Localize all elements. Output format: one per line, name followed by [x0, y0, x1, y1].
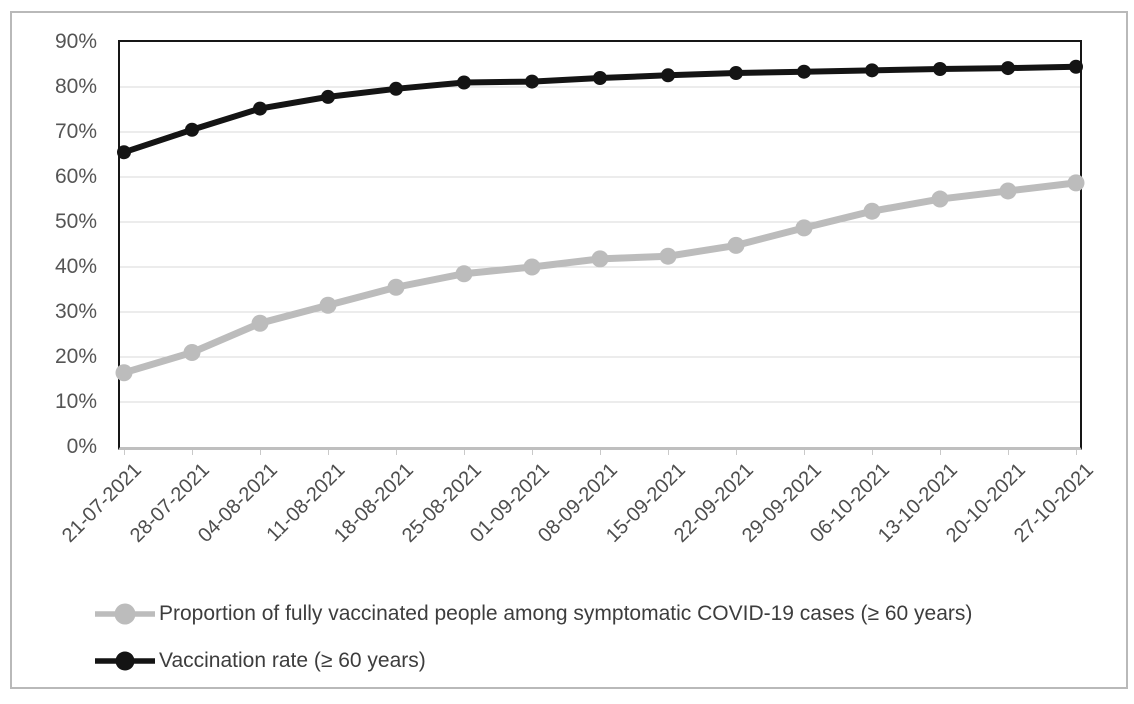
data-point [863, 202, 881, 220]
chart-canvas [115, 59, 1085, 403]
data-point [865, 63, 879, 78]
x-axis-tick-mark [1075, 450, 1077, 455]
y-axis-tick-label: 30% [54, 300, 97, 323]
series-line-0 [123, 179, 1077, 377]
data-point [727, 236, 745, 254]
x-axis-tick-mark [667, 450, 669, 455]
x-axis-tick-mark [599, 450, 601, 455]
data-point [185, 122, 199, 137]
x-axis-tick-mark [1007, 450, 1009, 455]
x-axis-tick-mark [531, 450, 533, 455]
data-point [797, 64, 811, 79]
x-axis-tick-mark [735, 450, 737, 455]
data-point [933, 62, 947, 76]
data-point [593, 71, 607, 85]
x-axis-tick-mark [123, 450, 125, 455]
x-axis-tick-mark [803, 450, 805, 455]
data-point [253, 101, 267, 116]
data-point [389, 81, 403, 96]
data-point [931, 190, 949, 208]
data-point [117, 145, 131, 160]
data-point [457, 75, 471, 90]
y-axis-tick-label: 0% [66, 435, 97, 458]
x-axis-tick-mark [191, 450, 193, 455]
data-point [321, 89, 335, 104]
plot-area [115, 40, 1085, 450]
legend-marker-gray-line-icon [95, 603, 155, 625]
x-axis-tick-mark [939, 450, 941, 455]
legend: Proportion of fully vaccinated people am… [95, 597, 1085, 691]
data-point [1001, 61, 1015, 76]
data-point [525, 74, 539, 89]
legend-marker-black-line-icon [95, 651, 155, 671]
data-point [183, 344, 201, 361]
data-point [115, 364, 133, 382]
data-point [523, 258, 541, 276]
data-point [729, 66, 743, 81]
data-point [661, 68, 675, 83]
x-axis-tick-mark [259, 450, 261, 455]
x-axis-tick-mark [871, 450, 873, 455]
data-point [387, 278, 405, 296]
figure-border [10, 11, 1128, 689]
data-point [999, 182, 1017, 200]
y-axis-tick-label: 50% [54, 210, 97, 233]
y-axis-tick-label: 20% [54, 345, 97, 368]
y-axis-tick-label: 80% [54, 75, 97, 98]
data-point [659, 247, 677, 265]
y-axis-tick-label: 70% [54, 120, 97, 143]
x-axis-tick-mark [463, 450, 465, 455]
y-axis-tick-label: 10% [54, 390, 97, 413]
data-point [795, 219, 813, 237]
y-axis-tick-label: 40% [54, 255, 97, 278]
data-point [1069, 59, 1083, 74]
y-axis-tick-label: 90% [54, 30, 97, 53]
data-point [455, 265, 473, 283]
y-axis-tick-label: 60% [54, 165, 97, 188]
data-point [251, 314, 269, 332]
data-point [319, 296, 337, 314]
data-point [1067, 174, 1085, 192]
legend-label-cases-proportion: Proportion of fully vaccinated people am… [159, 602, 973, 625]
legend-label-vaccination-rate: Vaccination rate (≥ 60 years) [159, 649, 426, 672]
legend-item-vaccination-rate: Vaccination rate (≥ 60 years) [95, 644, 1085, 678]
x-axis-tick-mark [327, 450, 329, 455]
x-axis-tick-mark [395, 450, 397, 455]
data-point [591, 250, 609, 268]
legend-item-cases-proportion: Proportion of fully vaccinated people am… [95, 597, 1085, 631]
